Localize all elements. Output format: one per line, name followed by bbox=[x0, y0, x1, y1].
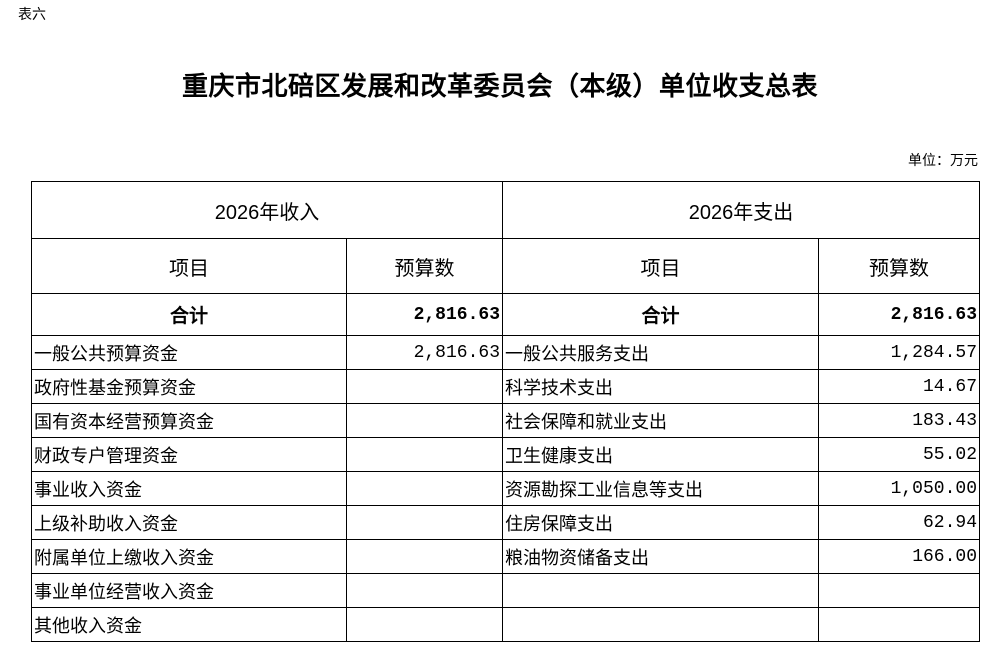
unit-label: 单位：万元 bbox=[908, 154, 978, 169]
expense-value bbox=[818, 607, 980, 642]
income-total-value: 2,816.63 bbox=[346, 293, 503, 336]
section-header-row: 2026年收入 2026年支出 bbox=[31, 181, 980, 239]
table-row: 政府性基金预算资金 科学技术支出 14.67 bbox=[31, 369, 980, 404]
income-item: 附属单位上缴收入资金 bbox=[31, 539, 347, 574]
column-header-row: 项目 预算数 项目 预算数 bbox=[31, 238, 980, 294]
expense-value: 55.02 bbox=[818, 437, 980, 472]
income-item: 事业收入资金 bbox=[31, 471, 347, 506]
income-value bbox=[346, 539, 503, 574]
expense-item: 一般公共服务支出 bbox=[502, 335, 819, 370]
table-row: 事业收入资金 资源勘探工业信息等支出 1,050.00 bbox=[31, 471, 980, 506]
expense-header: 2026年支出 bbox=[502, 181, 980, 239]
expense-value: 62.94 bbox=[818, 505, 980, 540]
income-value bbox=[346, 403, 503, 438]
income-item: 政府性基金预算资金 bbox=[31, 369, 347, 404]
expense-value: 166.00 bbox=[818, 539, 980, 574]
table-row: 国有资本经营预算资金 社会保障和就业支出 183.43 bbox=[31, 403, 980, 438]
expense-item: 粮油物资储备支出 bbox=[502, 539, 819, 574]
expense-item: 卫生健康支出 bbox=[502, 437, 819, 472]
page-title: 重庆市北碚区发展和改革委员会（本级）单位收支总表 bbox=[181, 72, 818, 101]
table-row: 附属单位上缴收入资金 粮油物资储备支出 166.00 bbox=[31, 539, 980, 574]
table-row: 一般公共预算资金 2,816.63 一般公共服务支出 1,284.57 bbox=[31, 335, 980, 370]
table-tag: 表六 bbox=[18, 8, 46, 23]
expense-value bbox=[818, 573, 980, 608]
income-item: 其他收入资金 bbox=[31, 607, 347, 642]
income-item-header: 项目 bbox=[31, 238, 347, 294]
income-value bbox=[346, 437, 503, 472]
income-value bbox=[346, 573, 503, 608]
table-row: 其他收入资金 bbox=[31, 607, 980, 642]
expense-value: 1,050.00 bbox=[818, 471, 980, 506]
income-budget-header: 预算数 bbox=[346, 238, 503, 294]
expense-value: 183.43 bbox=[818, 403, 980, 438]
income-total-label: 合计 bbox=[31, 293, 347, 336]
income-item: 一般公共预算资金 bbox=[31, 335, 347, 370]
expense-item: 资源勘探工业信息等支出 bbox=[502, 471, 819, 506]
expense-item: 社会保障和就业支出 bbox=[502, 403, 819, 438]
income-item: 事业单位经营收入资金 bbox=[31, 573, 347, 608]
expense-total-value: 2,816.63 bbox=[818, 293, 980, 336]
budget-table: 2026年收入 2026年支出 项目 预算数 项目 预算数 合计 2,816.6… bbox=[31, 181, 980, 642]
table-row: 事业单位经营收入资金 bbox=[31, 573, 980, 608]
income-header: 2026年收入 bbox=[31, 181, 503, 239]
income-item: 国有资本经营预算资金 bbox=[31, 403, 347, 438]
expense-item-header: 项目 bbox=[502, 238, 819, 294]
table-row: 财政专户管理资金 卫生健康支出 55.02 bbox=[31, 437, 980, 472]
expense-total-label: 合计 bbox=[502, 293, 819, 336]
total-row: 合计 2,816.63 合计 2,816.63 bbox=[31, 293, 980, 336]
expense-value: 1,284.57 bbox=[818, 335, 980, 370]
expense-item: 住房保障支出 bbox=[502, 505, 819, 540]
income-value bbox=[346, 607, 503, 642]
income-item: 上级补助收入资金 bbox=[31, 505, 347, 540]
expense-item: 科学技术支出 bbox=[502, 369, 819, 404]
expense-item bbox=[502, 573, 819, 608]
income-value bbox=[346, 505, 503, 540]
expense-budget-header: 预算数 bbox=[818, 238, 980, 294]
income-value: 2,816.63 bbox=[346, 335, 503, 370]
expense-item bbox=[502, 607, 819, 642]
income-value bbox=[346, 369, 503, 404]
expense-value: 14.67 bbox=[818, 369, 980, 404]
table-row: 上级补助收入资金 住房保障支出 62.94 bbox=[31, 505, 980, 540]
income-value bbox=[346, 471, 503, 506]
income-item: 财政专户管理资金 bbox=[31, 437, 347, 472]
